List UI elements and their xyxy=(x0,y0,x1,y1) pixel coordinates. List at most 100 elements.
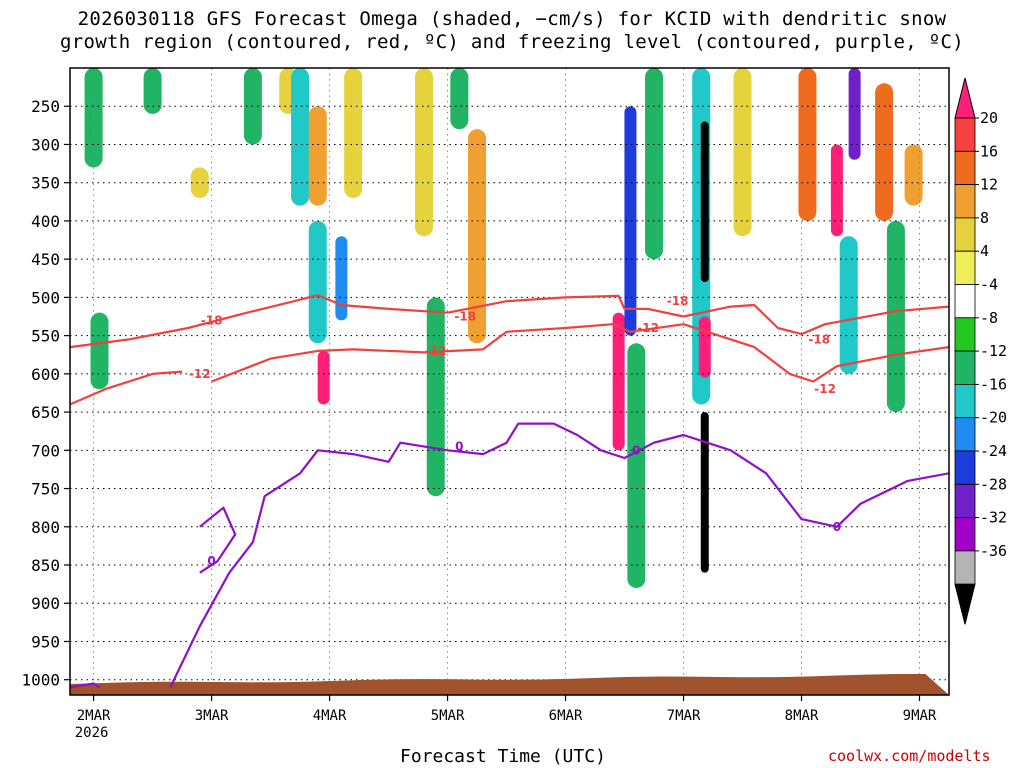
colorbar-top-arrow xyxy=(954,77,976,119)
purple-contour-line xyxy=(199,506,237,574)
colorbar-segment xyxy=(954,450,976,485)
y-tick-label: 700 xyxy=(31,441,60,460)
ground-surface xyxy=(70,674,949,695)
contour-label: -18 xyxy=(201,313,223,327)
omega-cell xyxy=(627,343,646,588)
omega-cell xyxy=(450,68,469,130)
colorbar-label: -16 xyxy=(980,375,1007,393)
y-tick-label: 950 xyxy=(31,632,60,651)
colorbar-segment xyxy=(954,383,976,419)
colorbar-label: -36 xyxy=(980,542,1007,560)
x-tick-label: 3MAR xyxy=(195,708,229,724)
omega-cell xyxy=(90,312,109,390)
omega-cell xyxy=(875,83,894,221)
omega-cell xyxy=(830,144,843,237)
colorbar-label: 20 xyxy=(980,109,998,127)
omega-cell xyxy=(645,68,664,260)
y-tick-label: 900 xyxy=(31,594,60,613)
colorbar-segment xyxy=(954,350,976,385)
y-tick-label: 750 xyxy=(31,480,60,499)
x-tick-label: 2MAR xyxy=(77,708,111,724)
colorbar-label: 4 xyxy=(980,242,989,260)
contour-label: -18 xyxy=(808,332,830,346)
colorbar-label: -8 xyxy=(980,309,998,327)
y-tick-label: 850 xyxy=(31,556,60,575)
colorbar-segment xyxy=(954,250,976,285)
credit-link[interactable]: coolwx.com/modelts xyxy=(828,747,991,765)
y-tick-label: 550 xyxy=(31,327,60,346)
colorbar-label: -24 xyxy=(980,442,1007,460)
y-tick-label: 250 xyxy=(31,97,60,116)
omega-cell xyxy=(733,68,752,237)
x-tick-label: 6MAR xyxy=(549,708,583,724)
y-tick-label: 350 xyxy=(31,174,60,193)
x-tick-label: 5MAR xyxy=(431,708,465,724)
omega-cell xyxy=(698,316,711,378)
contour-label: -12 xyxy=(637,321,659,335)
omega-cell xyxy=(317,350,330,405)
omega-cell xyxy=(291,68,310,206)
omega-cell xyxy=(612,312,625,451)
omega-cell xyxy=(700,121,709,283)
colorbar-segment xyxy=(954,284,976,319)
red-contour-line xyxy=(70,370,183,406)
colorbar-label: -4 xyxy=(980,276,998,294)
colorbar-segment xyxy=(954,184,976,219)
omega-cell xyxy=(143,68,162,114)
colorbar-segment xyxy=(954,217,976,252)
colorbar-segment xyxy=(954,317,976,352)
colorbar-segment xyxy=(954,483,976,518)
colorbar-bottom-arrow xyxy=(954,583,976,625)
omega-cell xyxy=(886,220,905,413)
colorbar-label: 8 xyxy=(980,209,989,227)
omega-cell xyxy=(839,236,858,374)
contour-label: -12 xyxy=(814,382,836,396)
red-contour-line xyxy=(70,294,949,349)
y-tick-label: 450 xyxy=(31,250,60,269)
x-tick-label: 4MAR xyxy=(313,708,347,724)
contour-label: -12 xyxy=(189,367,211,381)
colorbar-label: 12 xyxy=(980,176,998,194)
x-axis-title: Forecast Time (UTC) xyxy=(400,746,606,767)
x-tick-label: 7MAR xyxy=(667,708,701,724)
omega-cell xyxy=(426,297,445,497)
omega-cell xyxy=(414,68,433,237)
colorbar-label: -28 xyxy=(980,475,1007,493)
y-tick-label: 500 xyxy=(31,288,60,307)
omega-cell xyxy=(904,144,923,206)
y-tick-label: 650 xyxy=(31,403,60,422)
x-tick-label: 9MAR xyxy=(903,708,937,724)
contour-label: 0 xyxy=(632,443,640,457)
omega-cell xyxy=(308,220,327,344)
colorbar-segment xyxy=(954,417,976,452)
contour-label: 0 xyxy=(207,554,215,568)
chart-title-line-2: growth region (contoured, red, ºC) and f… xyxy=(60,31,964,53)
omega-cell xyxy=(848,68,861,160)
colorbar-segment xyxy=(954,517,976,552)
purple-contour-line xyxy=(70,682,101,689)
colorbar-segment xyxy=(954,550,976,585)
contour-label: -18 xyxy=(454,310,476,324)
colorbar-label: -32 xyxy=(980,509,1007,527)
colorbar-label: -20 xyxy=(980,409,1007,427)
y-tick-label: 600 xyxy=(31,365,60,384)
omega-cell xyxy=(335,236,348,321)
purple-contour-line xyxy=(169,422,949,688)
contour-label: 0 xyxy=(833,520,841,534)
omega-cell xyxy=(624,106,637,336)
y-tick-label: 1000 xyxy=(21,671,60,690)
y-tick-label: 400 xyxy=(31,212,60,231)
colorbar-segment xyxy=(954,150,976,186)
colorbar-segment xyxy=(954,117,976,152)
omega-cell xyxy=(344,68,363,198)
omega-cell xyxy=(308,106,327,206)
omega-cell xyxy=(190,167,209,198)
contour-label: -18 xyxy=(667,294,689,308)
x-year-label: 2026 xyxy=(75,725,109,741)
y-tick-label: 300 xyxy=(31,135,60,154)
omega-cell xyxy=(700,412,709,573)
contour-label: -12 xyxy=(425,344,447,358)
y-tick-label: 800 xyxy=(31,518,60,537)
chart-title-line-1: 2026030118 GFS Forecast Omega (shaded, −… xyxy=(77,8,947,30)
